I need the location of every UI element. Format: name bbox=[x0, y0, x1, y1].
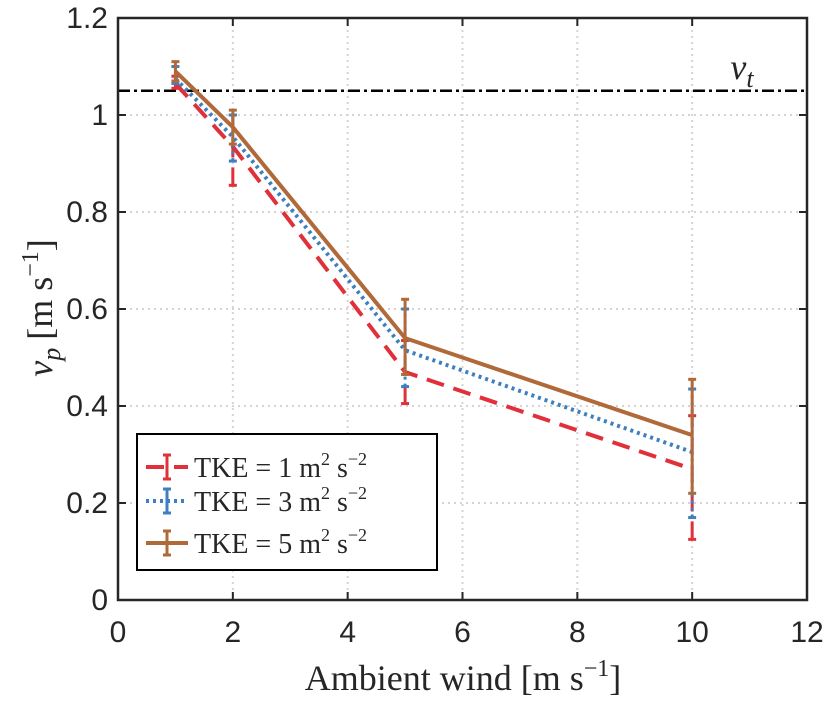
reference-line-group: vt bbox=[118, 47, 807, 93]
legend-label: TKE = 1 m2 s−2 bbox=[194, 449, 367, 484]
x-axis-title: Ambient wind [m s−1] bbox=[305, 656, 622, 698]
y-tick-label: 1.2 bbox=[66, 2, 108, 35]
x-tick-label: 12 bbox=[790, 616, 823, 649]
series-line bbox=[173, 82, 693, 471]
x-tick-label: 4 bbox=[339, 616, 356, 649]
x-tick-label: 8 bbox=[569, 616, 586, 649]
y-tick-label: 0 bbox=[91, 584, 108, 617]
error-bar bbox=[401, 297, 410, 376]
series-line bbox=[173, 77, 693, 454]
reference-line-label: vt bbox=[730, 47, 754, 93]
legend-label: TKE = 3 m2 s−2 bbox=[194, 483, 367, 518]
legend-item-2: TKE = 3 m2 s−2 bbox=[146, 483, 367, 518]
error-bar bbox=[171, 60, 180, 83]
y-tick-label: 0.8 bbox=[66, 196, 108, 229]
y-tick-label: 0.4 bbox=[66, 390, 108, 423]
series-3 bbox=[171, 60, 697, 495]
y-axis-title: vp[m s−1] bbox=[18, 239, 66, 377]
legend-label: TKE = 5 m2 s−2 bbox=[194, 525, 367, 560]
error-bar bbox=[688, 377, 697, 495]
y-tick-label: 0.6 bbox=[66, 293, 108, 326]
legend-box bbox=[136, 433, 438, 571]
x-tick-label: 10 bbox=[675, 616, 708, 649]
x-tick-label: 0 bbox=[110, 616, 127, 649]
y-tick-label: 1 bbox=[91, 99, 108, 132]
y-tick-label: 0.2 bbox=[66, 487, 108, 520]
legend-item-1: TKE = 1 m2 s−2 bbox=[146, 449, 367, 484]
series-group bbox=[171, 60, 697, 541]
series-line bbox=[174, 69, 693, 437]
error-bar bbox=[228, 108, 237, 146]
axis-ticks: 0 2 4 6 8 10 12 0 0.2 0.4 0.6 0.8 1 1.2 bbox=[66, 2, 823, 649]
x-tick-label: 6 bbox=[454, 616, 471, 649]
legend-item-3: TKE = 5 m2 s−2 bbox=[146, 525, 367, 560]
x-tick-label: 2 bbox=[224, 616, 241, 649]
